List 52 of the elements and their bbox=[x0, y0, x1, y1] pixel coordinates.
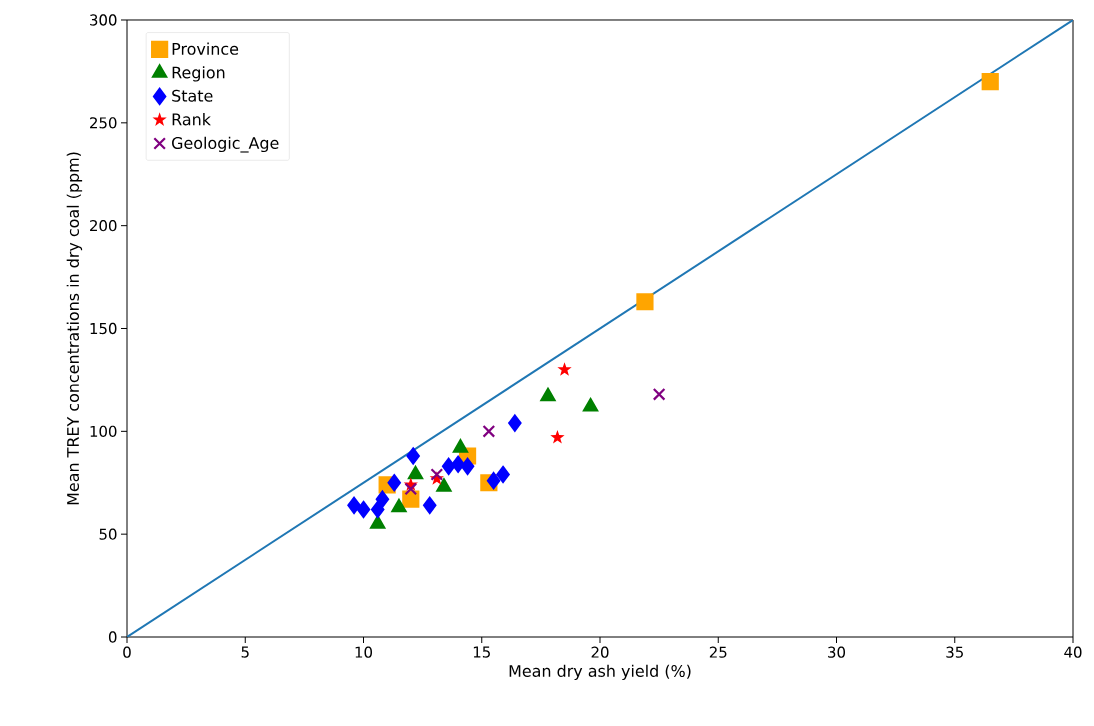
legend-label: State bbox=[172, 89, 213, 102]
point bbox=[452, 439, 469, 453]
point bbox=[436, 478, 452, 492]
point bbox=[391, 498, 407, 513]
point bbox=[550, 430, 565, 444]
x-tick-label: 10 bbox=[355, 646, 373, 658]
point bbox=[402, 490, 420, 508]
y-tick-label: 0 bbox=[108, 631, 117, 643]
point bbox=[387, 474, 401, 492]
y-tick-label: 50 bbox=[99, 528, 117, 540]
point bbox=[540, 387, 556, 402]
point bbox=[375, 490, 390, 508]
point bbox=[508, 414, 522, 432]
y-axis-title: Mean TREY concentrations in dry coal (ppm) bbox=[66, 152, 83, 505]
legend-label: Province bbox=[172, 42, 239, 55]
point bbox=[406, 447, 420, 465]
point bbox=[370, 515, 386, 529]
point bbox=[486, 472, 501, 490]
x-tick-label: 35 bbox=[946, 646, 963, 658]
legend-label: Geologic_Age bbox=[172, 136, 279, 153]
point bbox=[370, 500, 385, 519]
x-tick-label: 20 bbox=[591, 646, 609, 658]
point bbox=[423, 496, 437, 514]
point bbox=[482, 424, 496, 438]
point bbox=[404, 482, 418, 496]
x-tick-label: 15 bbox=[473, 646, 490, 658]
y-tick-label: 300 bbox=[90, 14, 117, 26]
y-tick-label: 200 bbox=[90, 220, 117, 232]
x-tick-label: 25 bbox=[709, 646, 727, 658]
x-tick-label: 0 bbox=[123, 646, 131, 658]
point bbox=[441, 457, 456, 475]
y-tick-label: 100 bbox=[90, 425, 117, 437]
point bbox=[451, 455, 465, 473]
point bbox=[496, 465, 510, 484]
point bbox=[347, 496, 361, 514]
point bbox=[557, 362, 572, 376]
point bbox=[636, 293, 654, 311]
y-tick-label: 150 bbox=[90, 322, 117, 335]
point bbox=[981, 73, 999, 91]
legend-label: Rank bbox=[172, 113, 211, 126]
x-axis-title: Mean dry ash yield (%) bbox=[509, 664, 691, 681]
x-tick-label: 5 bbox=[241, 646, 249, 658]
legend-label: Region bbox=[172, 66, 225, 82]
x-tick-label: 30 bbox=[828, 646, 846, 658]
point bbox=[430, 468, 444, 481]
x-tick-label: 40 bbox=[1064, 646, 1082, 658]
point bbox=[460, 457, 475, 475]
point bbox=[582, 398, 599, 412]
point bbox=[652, 387, 666, 401]
point bbox=[356, 500, 371, 519]
point bbox=[407, 465, 424, 480]
y-tick-label: 250 bbox=[90, 117, 117, 129]
